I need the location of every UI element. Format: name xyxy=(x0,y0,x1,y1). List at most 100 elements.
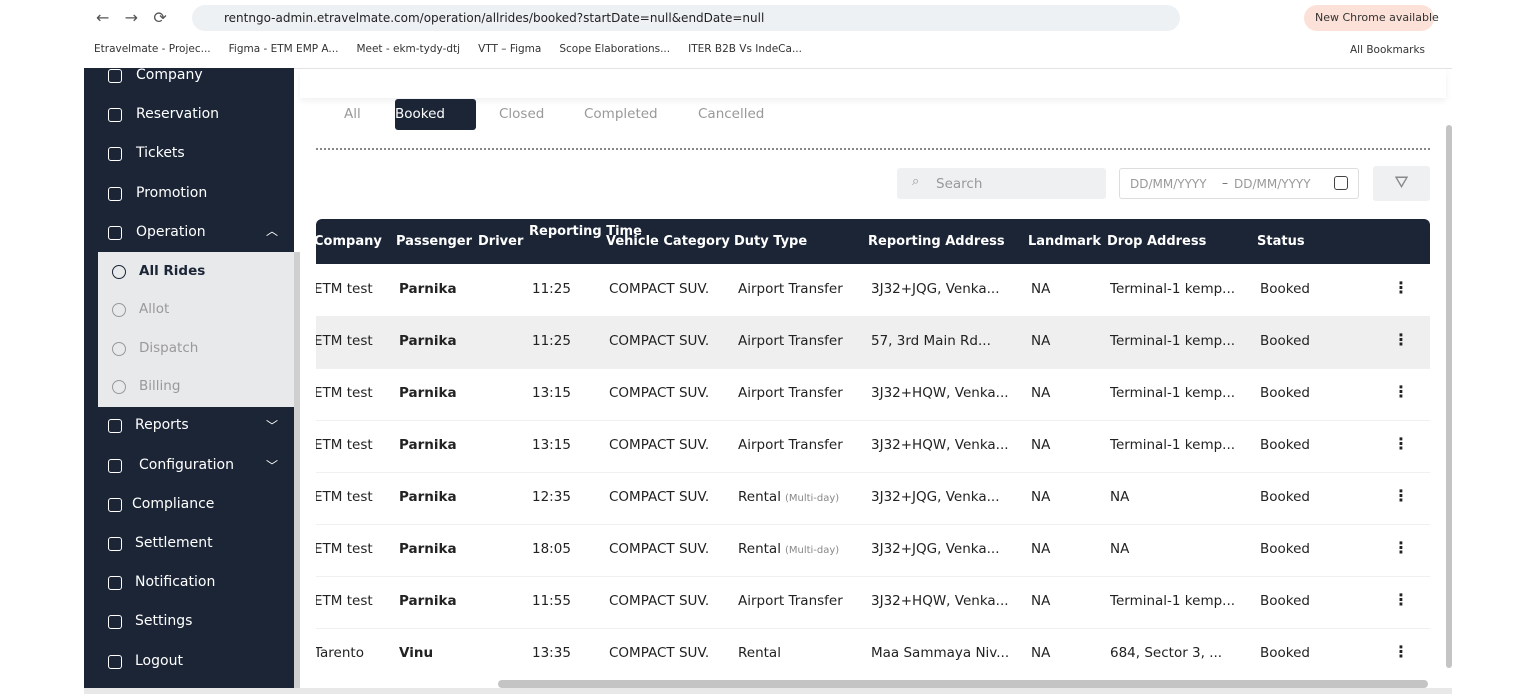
sidebar-item[interactable]: Tickets xyxy=(136,145,185,161)
submenu-item[interactable]: Dispatch xyxy=(139,340,199,356)
cell-time: 11:25 xyxy=(532,281,571,297)
table-row[interactable] xyxy=(316,316,1430,369)
sidebar-icon xyxy=(108,108,122,122)
cell-passenger: Parnika xyxy=(399,333,457,349)
table-row[interactable] xyxy=(316,368,1430,421)
cell-drop: NA xyxy=(1110,541,1130,557)
bookmark[interactable]: VTT – Figma xyxy=(478,43,542,55)
table-row[interactable] xyxy=(316,420,1430,473)
cell-company: ETM test xyxy=(316,385,373,401)
row-menu[interactable]: ⋮ xyxy=(1393,382,1409,401)
submenu-item[interactable]: All Rides xyxy=(139,263,206,279)
cell-company: ETM test xyxy=(316,489,373,505)
address-bar[interactable] xyxy=(192,5,1180,31)
bookmark[interactable]: Meet - ekm-tydy-dtj xyxy=(356,43,461,55)
cell-address: 3J32+JQG, Venka... xyxy=(871,541,1000,557)
v-scrollbar xyxy=(1446,125,1452,668)
cell-landmark: NA xyxy=(1031,645,1051,661)
bookmark[interactable]: Scope Elaborations... xyxy=(559,43,671,55)
bookmark[interactable]: Etravelmate - Projec... xyxy=(94,43,211,55)
update-button[interactable] xyxy=(1304,5,1434,31)
sidebar-item[interactable]: Logout xyxy=(135,653,183,669)
table-row[interactable] xyxy=(316,576,1430,629)
tab[interactable]: Completed xyxy=(584,106,658,122)
row-menu[interactable]: ⋮ xyxy=(1393,642,1409,661)
submenu-item[interactable]: Billing xyxy=(139,378,181,394)
column-header: Passenger xyxy=(396,234,473,249)
sidebar-item[interactable]: Promotion xyxy=(136,185,208,201)
date-range[interactable] xyxy=(1119,168,1359,199)
cell-company: ETM test xyxy=(316,281,373,297)
bookmark[interactable]: ITER B2B Vs IndeCa... xyxy=(688,43,802,55)
table-row[interactable] xyxy=(316,524,1430,577)
chevron: ︿ xyxy=(266,224,279,238)
submenu xyxy=(98,252,294,407)
submenu-item[interactable]: Allot xyxy=(139,301,170,317)
sidebar-icon xyxy=(108,498,122,512)
cell-landmark: NA xyxy=(1031,385,1051,401)
cell-address: Maa Sammaya Niv... xyxy=(871,645,1010,661)
tab[interactable]: Cancelled xyxy=(698,106,765,122)
duty-note: (Multi-day) xyxy=(784,493,840,504)
cell-drop: 684, Sector 3, ... xyxy=(1110,645,1223,661)
row-menu[interactable]: ⋮ xyxy=(1393,486,1409,505)
row-menu[interactable]: ⋮ xyxy=(1393,538,1409,557)
cell-status: Booked xyxy=(1260,489,1310,505)
cell-vehicle: COMPACT SUV. xyxy=(609,281,710,297)
chevron: ﹀ xyxy=(266,459,279,473)
sidebar-item[interactable]: Compliance xyxy=(132,496,215,512)
sidebar-item[interactable]: Settings xyxy=(135,613,193,629)
sidebar-item[interactable]: Reports xyxy=(135,417,189,433)
cell-company: ETM test xyxy=(316,593,373,609)
all-bookmarks[interactable]: All Bookmarks xyxy=(1350,44,1426,56)
cell-vehicle: COMPACT SUV. xyxy=(609,489,710,505)
cell-duty: Airport Transfer xyxy=(738,385,843,401)
search-box[interactable] xyxy=(897,168,1106,199)
sidebar-item[interactable]: Operation xyxy=(136,224,206,240)
cell-passenger: Parnika xyxy=(399,385,457,401)
cell-drop: Terminal-1 kemp... xyxy=(1110,437,1236,453)
cell-duty: Rental xyxy=(738,645,781,661)
tab-active-bg xyxy=(395,99,476,130)
sidebar-icon xyxy=(108,69,122,83)
row-menu[interactable]: ⋮ xyxy=(1393,278,1409,297)
table: Company Passenger Driver Reporting Time Vehi… xyxy=(316,219,1430,680)
row-menu[interactable]: ⋮ xyxy=(1393,330,1409,349)
cell-vehicle: COMPACT SUV. xyxy=(609,385,710,401)
nav-buttons[interactable]: ← → ⟳ xyxy=(96,8,167,27)
tab[interactable]: All xyxy=(344,106,361,122)
row-menu[interactable]: ⋮ xyxy=(1393,590,1409,609)
bookmark[interactable]: Figma - ETM EMP A... xyxy=(228,43,339,55)
cell-status: Booked xyxy=(1260,645,1310,661)
column-header: Company xyxy=(316,234,382,249)
cell-address: 3J32+JQG, Venka... xyxy=(871,281,1000,297)
cell-company: ETM test xyxy=(316,541,373,557)
sidebar-icon xyxy=(108,655,122,669)
calendar-icon[interactable] xyxy=(1334,176,1348,190)
cell-vehicle: COMPACT SUV. xyxy=(609,645,710,661)
tab[interactable]: Closed xyxy=(499,106,545,122)
filter-button[interactable]: ⛛ xyxy=(1373,166,1430,201)
sidebar-item[interactable]: Configuration xyxy=(139,457,234,473)
cell-address: 3J32+HQW, Venka... xyxy=(871,437,1009,453)
sidebar-item[interactable]: Notification xyxy=(135,574,216,590)
cell-duty: Airport Transfer xyxy=(738,333,843,349)
update-label: New Chrome available xyxy=(1315,11,1439,24)
sidebar-item[interactable]: Reservation xyxy=(136,106,220,122)
cell-time: 11:25 xyxy=(532,333,571,349)
cell-duty: Airport Transfer xyxy=(738,281,843,297)
sidebar-item[interactable]: Settlement xyxy=(135,535,213,551)
sidebar-scrollbar xyxy=(294,252,300,688)
cell-landmark: NA xyxy=(1031,593,1051,609)
column-header: Reporting Time xyxy=(529,224,642,239)
browser-window: ← → ⟳ rentngo-admin.etravelmate.com/oper… xyxy=(84,0,1452,694)
sidebar-icon xyxy=(108,459,122,473)
divider xyxy=(316,148,1430,150)
table-row[interactable] xyxy=(316,472,1430,525)
row-menu[interactable]: ⋮ xyxy=(1393,434,1409,453)
sidebar-item[interactable]: Company xyxy=(136,68,203,83)
row-highlight xyxy=(316,316,1430,368)
cell-vehicle: COMPACT SUV. xyxy=(609,593,710,609)
cell-address: 57, 3rd Main Rd... xyxy=(871,333,991,349)
tab[interactable]: Booked xyxy=(395,106,445,122)
